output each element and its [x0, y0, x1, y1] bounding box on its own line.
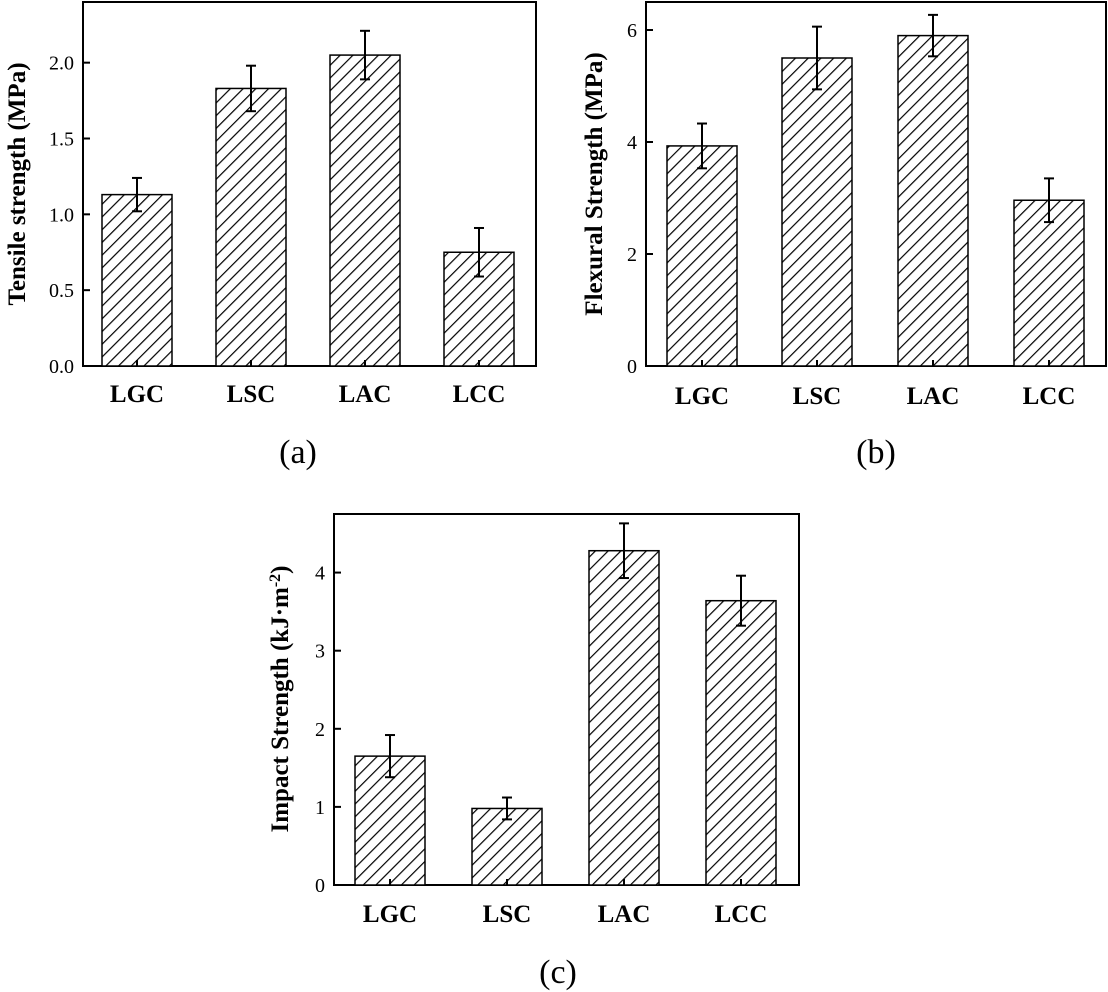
category-label-lsc: LSC — [793, 383, 842, 410]
y-tick-label: 6 — [627, 20, 637, 42]
panel-a-tensile-strength: 0.0 0.5 1.0 1.5 2.0 LGC LSC LAC LCC Tensile stre… — [4, 1, 537, 471]
bar-lgc — [101, 193, 173, 367]
y-tick-label: 1.0 — [49, 204, 74, 226]
y-tick-label: 4 — [315, 563, 325, 585]
bar-lac — [588, 549, 660, 886]
y-axis-title-main: Impact Strength (kJ·m — [267, 587, 294, 833]
plot-frame — [333, 513, 800, 886]
y-tick-label: 0.0 — [49, 356, 74, 378]
category-label-lsc: LSC — [483, 901, 532, 928]
y-tick-label: 0 — [627, 356, 637, 378]
bar-lcc — [705, 599, 777, 886]
bar-lsc — [471, 807, 543, 886]
category-label-lsc: LSC — [227, 381, 276, 408]
panel-label: (c) — [539, 954, 577, 991]
bar-lgc — [666, 145, 738, 367]
y-axis-title-close: ) — [267, 565, 294, 573]
y-tick-label: 1.5 — [49, 129, 74, 151]
y-axis-title: Tensile strength (MPa) — [4, 62, 31, 305]
category-label-lac: LAC — [339, 381, 392, 408]
panel-label: (a) — [279, 434, 317, 471]
bar-lsc — [215, 87, 287, 367]
y-tick-label: 2 — [315, 719, 325, 741]
y-tick-label: 4 — [627, 132, 637, 154]
category-label-lac: LAC — [598, 901, 651, 928]
y-axis-title: Impact Strength (kJ·m-2) — [267, 565, 295, 832]
plot-frame — [82, 1, 537, 367]
plot-frame — [645, 1, 1107, 367]
category-label-lcc: LCC — [715, 901, 768, 928]
y-tick-label: 2 — [627, 244, 637, 266]
category-label-lcc: LCC — [1023, 383, 1076, 410]
panel-b-flexural-strength: 0 2 4 6 LGC LSC LAC LCC Flexural Strength (MPa)… — [581, 1, 1107, 471]
bar-lsc — [781, 57, 853, 367]
y-axis-title: Flexural Strength (MPa) — [581, 52, 608, 315]
bar-lac — [897, 34, 969, 367]
bar-lac — [329, 54, 401, 367]
panel-label: (b) — [856, 434, 896, 471]
category-label-lgc: LGC — [675, 383, 729, 410]
y-tick-label: 0.5 — [49, 280, 74, 302]
bar-lcc — [1013, 199, 1085, 367]
panel-c-impact-strength: 0 1 2 3 4 LGC LSC LAC LCC Impact Strength (kJ·m-… — [267, 513, 800, 991]
y-tick-label: 2.0 — [49, 53, 74, 75]
category-label-lgc: LGC — [363, 901, 417, 928]
y-axis-title-exponent: -2 — [267, 574, 284, 587]
category-label-lac: LAC — [907, 383, 960, 410]
y-tick-label: 1 — [315, 797, 325, 819]
category-label-lgc: LGC — [110, 381, 164, 408]
y-tick-label: 3 — [315, 641, 325, 663]
category-label-lcc: LCC — [453, 381, 506, 408]
y-tick-label: 0 — [315, 875, 325, 897]
